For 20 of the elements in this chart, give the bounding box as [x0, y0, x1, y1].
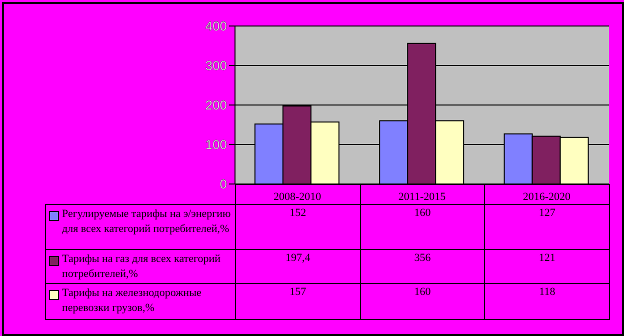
data-label: 160 [360, 204, 486, 250]
data-label: 157 [235, 283, 361, 320]
data-label: 121 [484, 249, 610, 284]
x-tick-label: 2008-2010 [273, 190, 322, 203]
data-label: 152 [235, 204, 361, 250]
y-tick-label: 400 [205, 18, 227, 34]
data-label: 197,4 [235, 249, 361, 284]
y-tick-label: 0 [220, 176, 227, 192]
data-label: 356 [360, 249, 486, 284]
legend-label: Регулируемые тарифы на э/энергию для всех категорий потребителей,% [45, 204, 236, 250]
legend-label: Тарифы на газ для всех категорий потребителей,% [45, 249, 236, 284]
y-tick-label: 300 [205, 58, 227, 74]
legend-label: Тарифы на железнодорожные перевозки грузов,% [45, 283, 236, 320]
y-tick-label: 200 [205, 98, 227, 113]
y-tick-label: 100 [205, 137, 227, 152]
x-tick-label: 2011-2015 [398, 190, 446, 203]
x-tick-label: 2016-2020 [522, 190, 571, 203]
data-label: 160 [360, 283, 486, 320]
data-label: 127 [484, 204, 610, 250]
data-label: 118 [484, 283, 610, 320]
